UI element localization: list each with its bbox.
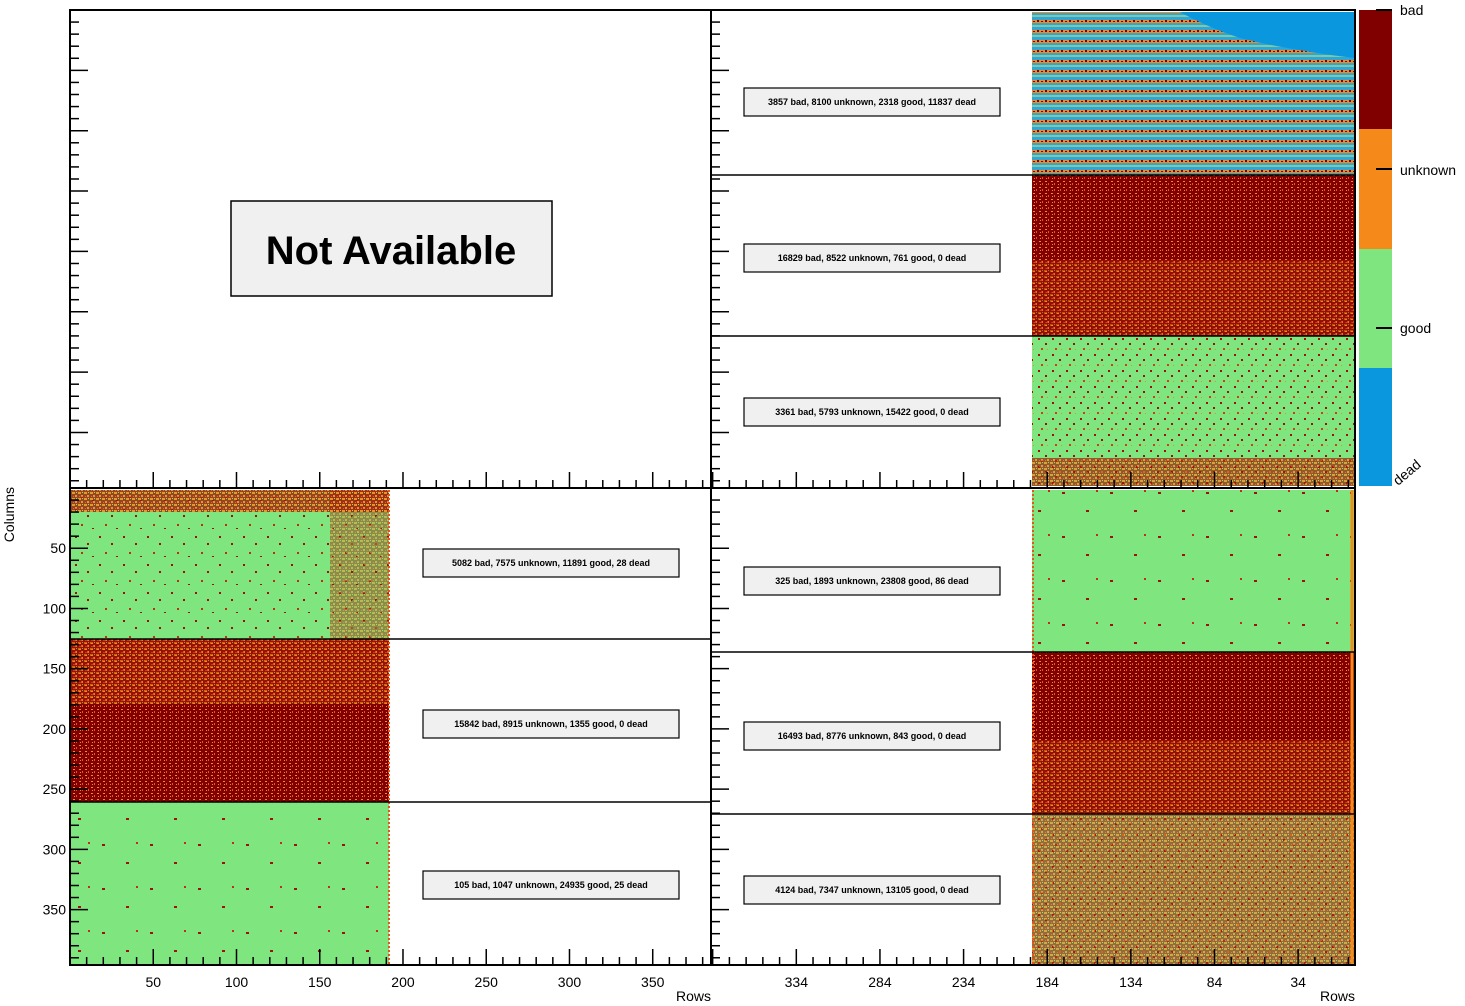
panel-top-right: 3857 bad, 8100 unknown, 2318 good, 11837… bbox=[710, 9, 1356, 489]
y-tick-label-bl: 150 bbox=[43, 661, 67, 677]
map-tr-2-edge bbox=[1032, 458, 1354, 486]
color-scale-label-good: good bbox=[1400, 320, 1431, 336]
map-bl-0-top bbox=[71, 490, 389, 512]
color-scale-dead bbox=[1359, 368, 1392, 486]
color-scale-label-bad: bad bbox=[1400, 2, 1423, 18]
chip-bl-2-label: 105 bad, 1047 unknown, 24935 good, 25 de… bbox=[454, 880, 648, 890]
chip-br-1: 16493 bad, 8776 unknown, 843 good, 0 dea… bbox=[743, 721, 1001, 751]
x-tick-label-br: 234 bbox=[952, 974, 976, 990]
chip-tr-0-label: 3857 bad, 8100 unknown, 2318 good, 11837… bbox=[768, 97, 976, 107]
color-scale-unknown bbox=[1359, 129, 1392, 249]
y-tick-label-bl: 300 bbox=[43, 841, 67, 857]
map-bl-0-right bbox=[330, 490, 389, 639]
map-tr-dead-region bbox=[1180, 12, 1354, 58]
chip-bl-2: 105 bad, 1047 unknown, 24935 good, 25 de… bbox=[422, 870, 680, 900]
panel-top-left: Not Available bbox=[69, 9, 712, 489]
y-tick-label-bl: 50 bbox=[50, 540, 66, 556]
chip-tr-0: 3857 bad, 8100 unknown, 2318 good, 11837… bbox=[743, 87, 1001, 117]
x-tick-label-bl: 300 bbox=[558, 974, 582, 990]
y-tick-label-bl: 350 bbox=[43, 902, 67, 918]
chip-bl-1: 15842 bad, 8915 unknown, 1355 good, 0 de… bbox=[422, 709, 680, 739]
panel-bottom-right: 334 284 234 184 134 84 34 325 bad, 1893 unknow… bbox=[710, 487, 1356, 990]
y-axis-label: Columns bbox=[1, 487, 17, 542]
panel-bottom-left: 50 100 150 200 250 300 350 50 100 150 200 250 300 350… bbox=[43, 487, 712, 990]
x-tick-label-br: 34 bbox=[1290, 974, 1306, 990]
x-tick-label-br: 134 bbox=[1119, 974, 1143, 990]
map-br-0 bbox=[1032, 490, 1354, 652]
map-br-1-lower bbox=[1032, 740, 1354, 814]
chip-br-2: 4124 bad, 7347 unknown, 13105 good, 0 de… bbox=[743, 875, 1001, 905]
color-scale-label-dead: dead bbox=[1390, 456, 1424, 488]
chip-tr-2: 3361 bad, 5793 unknown, 15422 good, 0 de… bbox=[743, 397, 1001, 427]
y-tick-label-bl: 200 bbox=[43, 721, 67, 737]
chip-bl-0-label: 5082 bad, 7575 unknown, 11891 good, 28 d… bbox=[452, 558, 650, 568]
x-tick-label-bl: 200 bbox=[391, 974, 415, 990]
x-tick-label-br: 84 bbox=[1207, 974, 1223, 990]
not-available-label: Not Available bbox=[266, 229, 516, 273]
panel-bottom-right-ticks: 334 284 234 184 134 84 34 bbox=[711, 499, 1350, 990]
chip-tr-1-label: 16829 bad, 8522 unknown, 761 good, 0 dea… bbox=[778, 253, 967, 263]
x-tick-label-bl: 250 bbox=[475, 974, 499, 990]
x-tick-label-bl: 100 bbox=[225, 974, 249, 990]
chip-br-0-label: 325 bad, 1893 unknown, 23808 good, 86 de… bbox=[775, 576, 969, 586]
x-tick-label-bl: 350 bbox=[641, 974, 665, 990]
map-bl-1-top bbox=[71, 639, 389, 704]
chip-br-2-label: 4124 bad, 7347 unknown, 13105 good, 0 de… bbox=[775, 885, 969, 895]
y-tick-label-bl: 100 bbox=[43, 600, 67, 616]
chip-bl-0: 5082 bad, 7575 unknown, 11891 good, 28 d… bbox=[422, 548, 680, 578]
panel-bottom-left-ticks: 50 100 150 200 250 300 350 50 100 150 200 250 300 350 bbox=[43, 499, 704, 990]
y-tick-label-bl: 250 bbox=[43, 781, 67, 797]
color-scale-good bbox=[1359, 249, 1392, 368]
chip-bl-1-label: 15842 bad, 8915 unknown, 1355 good, 0 de… bbox=[454, 719, 648, 729]
color-scale-label-unknown: unknown bbox=[1400, 162, 1456, 178]
chip-tr-2-label: 3361 bad, 5793 unknown, 15422 good, 0 de… bbox=[775, 407, 969, 417]
not-available-box bbox=[230, 200, 553, 297]
map-br-2-overlay bbox=[1032, 814, 1354, 964]
map-bl-2 bbox=[71, 802, 389, 964]
x-tick-label-br: 184 bbox=[1036, 974, 1060, 990]
chip-tr-1: 16829 bad, 8522 unknown, 761 good, 0 dea… bbox=[743, 243, 1001, 273]
chip-br-0: 325 bad, 1893 unknown, 23808 good, 86 de… bbox=[743, 566, 1001, 596]
color-scale: bad unknown good dead bbox=[1359, 2, 1456, 488]
x-tick-label-bl: 150 bbox=[308, 974, 332, 990]
x-axis-label-right: Rows bbox=[1320, 988, 1355, 1004]
map-tr-1-lower bbox=[1032, 260, 1354, 336]
x-tick-label-br: 334 bbox=[785, 974, 809, 990]
panel-top-right-ticks bbox=[711, 21, 1350, 488]
color-scale-bad bbox=[1359, 10, 1392, 129]
x-tick-label-bl: 50 bbox=[145, 974, 161, 990]
panel-top-left-ticks bbox=[70, 21, 704, 488]
x-axis-label-left: Rows bbox=[676, 988, 711, 1004]
chip-br-1-label: 16493 bad, 8776 unknown, 843 good, 0 dea… bbox=[778, 731, 967, 741]
x-tick-label-br: 284 bbox=[868, 974, 892, 990]
